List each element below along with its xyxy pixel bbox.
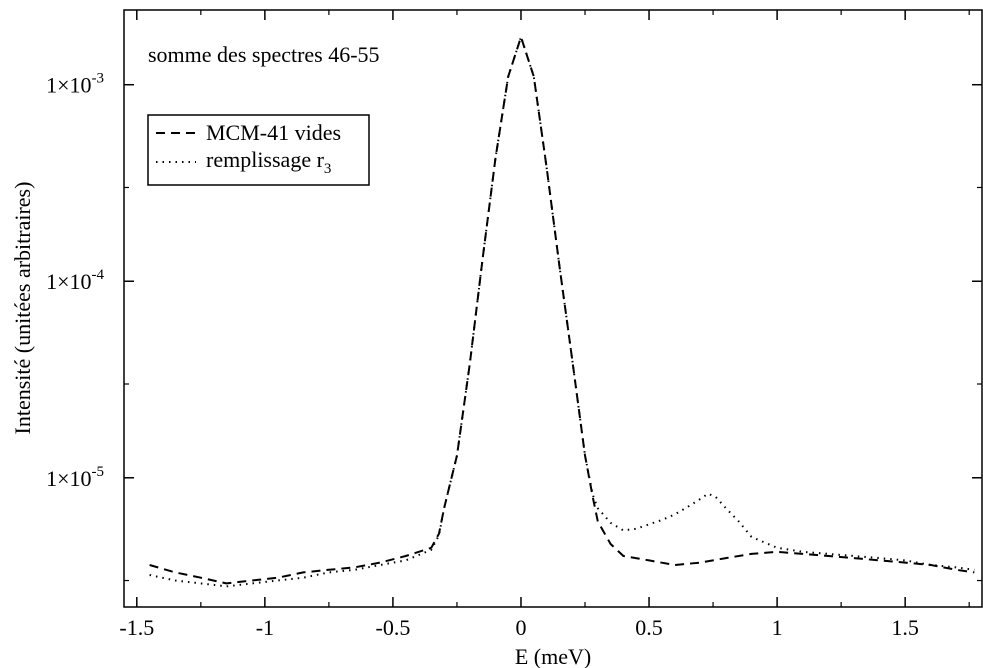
- y-tick-label-base: 1×10: [46, 73, 91, 98]
- y-tick-label-base: 1×10: [46, 269, 91, 294]
- legend-box: [147, 114, 370, 186]
- legend-label-remplissage: remplissage r3: [206, 147, 331, 177]
- y-axis: 1×10-51×10-41×10-3: [46, 71, 982, 582]
- y-tick-label-base: 1×10: [46, 466, 91, 491]
- x-tick-label: -0.5: [376, 615, 411, 640]
- x-tick-label: 1.5: [891, 615, 919, 640]
- y-axis-label: Intensité (unitées arbitraires): [10, 182, 35, 435]
- legend-label-remplissage-text: remplissage r: [206, 147, 325, 172]
- y-tick-label-exponent: -3: [92, 71, 105, 87]
- x-axis-label: E (meV): [515, 644, 591, 668]
- y-tick-label: 1×10-4: [46, 267, 104, 294]
- x-tick-label: -1.5: [119, 615, 154, 640]
- x-tick-label: -1: [256, 615, 274, 640]
- series-layer: [149, 36, 975, 588]
- chart-annotation: somme des spectres 46-55: [148, 42, 380, 67]
- x-axis: -1.5 -1 -0.5 0 0.5 1 1.5: [119, 10, 970, 640]
- y-tick-label: 1×10-5: [46, 464, 104, 491]
- plot-frame: [123, 9, 983, 608]
- x-tick-label: 0: [515, 615, 526, 640]
- legend-label-mcm41: MCM-41 vides: [206, 120, 341, 145]
- y-tick-label-exponent: -4: [92, 267, 105, 283]
- legend: MCM-41 vides remplissage r3: [147, 114, 370, 186]
- x-tick-label: 0.5: [635, 615, 663, 640]
- series-line-mcm41-vides: [149, 36, 975, 585]
- y-tick-label-exponent: -5: [92, 464, 105, 480]
- y-tick-label: 1×10-3: [46, 71, 104, 98]
- x-tick-label: 1: [772, 615, 783, 640]
- legend-label-remplissage-sub: 3: [324, 161, 332, 177]
